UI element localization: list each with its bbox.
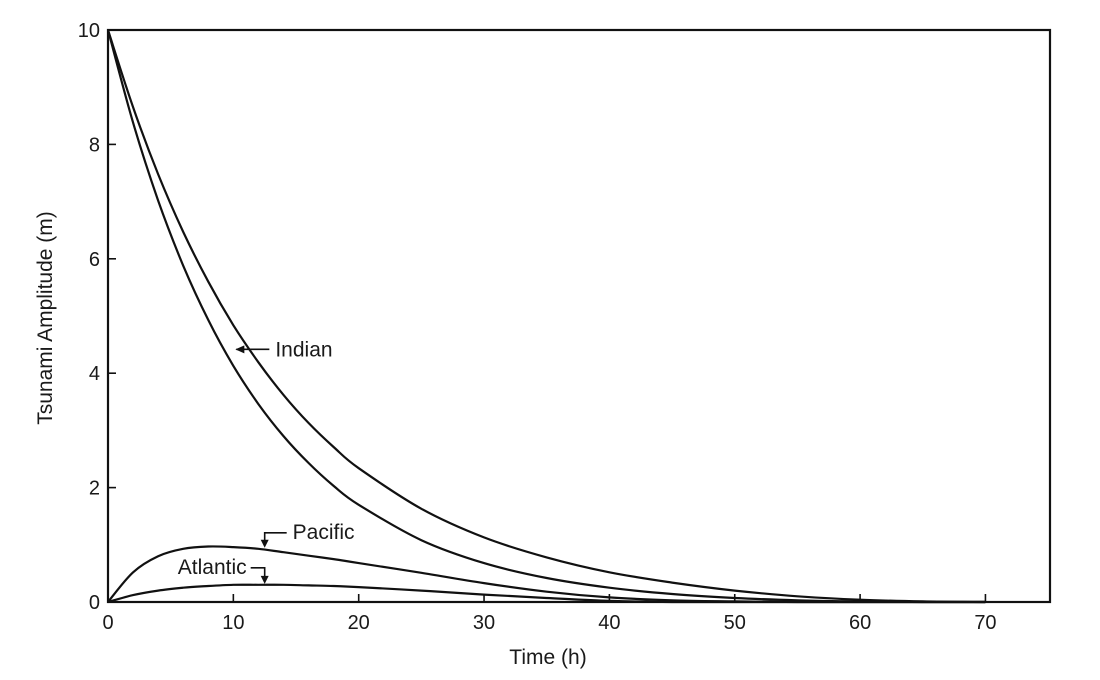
series-layer (106, 29, 986, 604)
x-axis-label: Time (h) (509, 646, 586, 669)
atlantic-label: Atlantic (178, 556, 247, 579)
y-tick-label: 4 (89, 363, 100, 385)
x-tick-label: 50 (724, 612, 746, 634)
indian-arrowhead (235, 345, 245, 354)
pacific-leader (263, 532, 287, 546)
series-line-1 (106, 29, 986, 604)
x-tick-label: 70 (974, 612, 996, 634)
annotations-layer: Indian Pacific Atlantic (178, 338, 355, 584)
indian-label: Indian (275, 338, 332, 361)
y-tick-label: 0 (89, 592, 100, 614)
y-tick-label: 8 (89, 134, 100, 156)
x-tick-label: 0 (102, 612, 113, 634)
x-tick-label: 60 (849, 612, 871, 634)
x-tick-label: 20 (348, 612, 370, 634)
y-tick-label: 2 (89, 478, 100, 500)
plot-frame (106, 28, 1052, 604)
x-tick-label: 40 (598, 612, 620, 634)
atlantic-arrowhead (260, 575, 269, 584)
x-tick-label: 30 (473, 612, 495, 634)
series-line-4 (107, 583, 986, 604)
x-tick-label: 10 (222, 612, 244, 634)
atlantic-leader (250, 567, 266, 582)
pacific-label: Pacific (293, 521, 355, 544)
series-line-2 (106, 29, 986, 604)
y-axis-label: Tsunami Amplitude (m) (34, 211, 57, 425)
y-tick-label: 6 (89, 249, 100, 271)
y-axis-ticks: 0 2 4 6 8 10 (78, 20, 116, 614)
pacific-arrowhead (260, 539, 269, 548)
y-tick-label: 10 (78, 20, 100, 42)
